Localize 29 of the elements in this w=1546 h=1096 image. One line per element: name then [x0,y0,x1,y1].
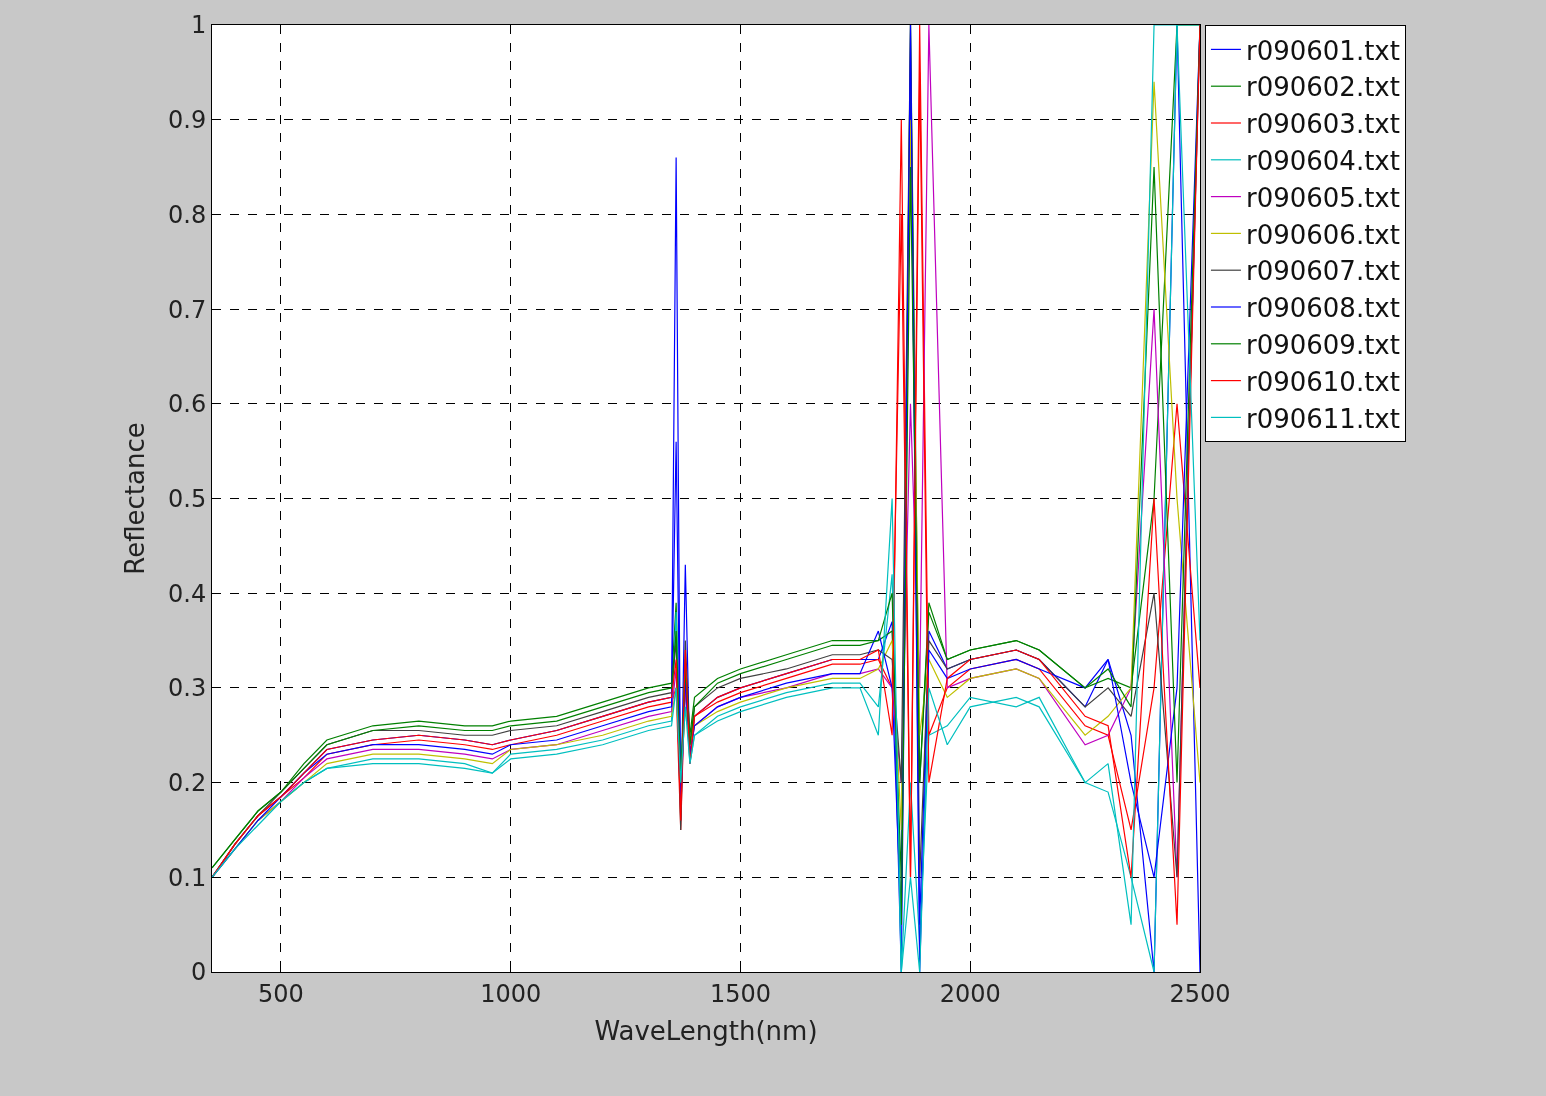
y-tick-label: 0.6 [168,390,207,419]
x-tick-label: 2500 [1169,979,1231,1008]
y-tick-label: 0.9 [168,106,207,135]
legend-label: r090601.txt [1245,35,1400,66]
y-tick-label: 0.8 [168,200,207,229]
legend-label: r090611.txt [1245,403,1400,434]
legend-label: r090602.txt [1245,72,1400,103]
x-tick-label: 2000 [939,979,1001,1008]
legend-label: r090607.txt [1245,256,1400,287]
y-tick-label: 0.4 [168,579,207,608]
x-tick-label: 1000 [480,979,542,1008]
legend-label: r090605.txt [1245,182,1400,213]
y-tick-label: 1 [190,11,207,40]
legend-label: r090608.txt [1245,293,1400,324]
legend-label: r090610.txt [1245,366,1400,397]
x-tick-label: 1500 [709,979,772,1008]
y-axis-title: Reflectance [120,422,151,575]
y-tick-label: 0.2 [168,769,207,797]
x-axis-title: WaveLength(nm) [594,1016,818,1047]
legend-label: r090603.txt [1245,109,1400,140]
y-tick-label: 0.1 [168,863,207,892]
legend-label: r090606.txt [1245,219,1400,250]
y-tick-label: 0 [190,958,207,987]
y-tick-label: 0.7 [168,295,207,324]
x-tick-label: 500 [258,979,304,1008]
legend-label: r090609.txt [1245,329,1400,360]
y-tick-label: 0.3 [168,674,207,703]
y-tick-label: 0.5 [168,484,207,513]
legend-label: r090604.txt [1245,145,1400,176]
